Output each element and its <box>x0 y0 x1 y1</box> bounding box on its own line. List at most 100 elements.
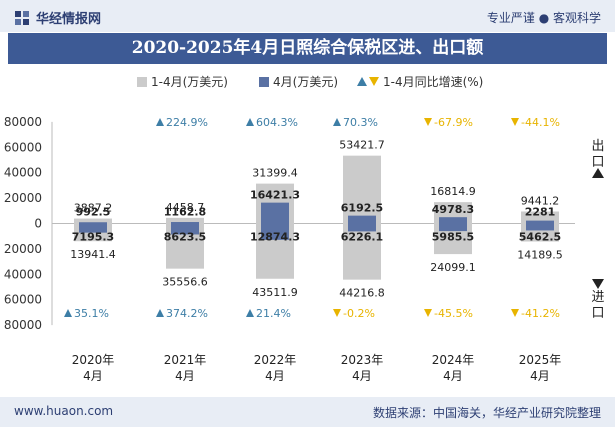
import-side-label-char-2: 口 <box>591 306 604 321</box>
import-yoy-up-icon <box>64 309 72 317</box>
export-april-bar <box>526 220 554 224</box>
export-yoy-up-icon <box>246 118 254 126</box>
export-side-label-char-1: 出 <box>591 139 604 154</box>
y-tick-label: 20000 <box>4 191 42 205</box>
x-tick-label-month: 4月 <box>265 369 285 383</box>
import-cumulative-label: 35556.6 <box>162 276 208 289</box>
import-yoy-down-icon <box>333 309 341 317</box>
x-tick-label-year: 2023年 <box>341 353 384 367</box>
export-yoy-down-icon <box>511 118 519 126</box>
import-cumulative-label: 24099.1 <box>430 261 476 274</box>
import-yoy-down-icon <box>424 309 432 317</box>
import-april-label: 5462.5 <box>519 231 561 244</box>
export-cumulative-label: 9441.2 <box>521 195 560 208</box>
import-yoy-label: 35.1% <box>74 307 109 320</box>
legend-cumulative-swatch <box>137 77 147 87</box>
y-tick-label: 80000 <box>4 115 42 129</box>
import-april-label: 7195.3 <box>72 231 114 244</box>
x-tick-label-year: 2025年 <box>519 353 562 367</box>
export-cumulative-bar <box>521 211 559 224</box>
import-yoy-label: -45.5% <box>434 307 473 320</box>
export-cumulative-label: 53421.7 <box>339 139 385 152</box>
import-cumulative-label: 44216.8 <box>339 287 385 300</box>
y-tick-label: 60000 <box>4 140 42 154</box>
export-yoy-label: 604.3% <box>256 116 298 129</box>
import-april-bar <box>348 223 376 232</box>
export-yoy-up-icon <box>333 118 341 126</box>
import-yoy-label: -41.2% <box>521 307 560 320</box>
export-yoy-down-icon <box>424 118 432 126</box>
export-yoy-label: 224.9% <box>166 116 208 129</box>
y-tick-label: 80000 <box>4 318 42 332</box>
y-tick-label: 20000 <box>4 242 42 256</box>
brand[interactable]: 华经情报网 <box>14 8 101 27</box>
export-april-label: 992.5 <box>76 206 111 219</box>
export-cumulative-bar <box>74 218 112 224</box>
export-april-bar <box>439 217 467 224</box>
import-april-bar <box>79 223 107 233</box>
import-cumulative-label: 43511.9 <box>252 286 298 299</box>
import-yoy-label: 374.2% <box>166 307 208 320</box>
export-yoy-up-icon <box>156 118 164 126</box>
import-yoy-down-icon <box>511 309 519 317</box>
top-bar: 华经情报网 专业严谨 ● 客观科学 <box>0 0 615 32</box>
export-april-label: 2281 <box>525 206 556 219</box>
import-april-label: 8623.5 <box>164 231 206 244</box>
x-tick-label-month: 4月 <box>352 369 372 383</box>
export-side-label-char-2: 口 <box>591 155 604 170</box>
export-cumulative-label: 4458.7 <box>166 201 205 214</box>
import-side-label-char-1: 进 <box>591 290 604 305</box>
legend-april-label: 4月(万美元) <box>273 75 338 89</box>
x-tick-label-year: 2022年 <box>254 353 297 367</box>
import-yoy-up-icon <box>246 309 254 317</box>
import-yoy-label: 21.4% <box>256 307 291 320</box>
data-source: 数据来源：中国海关，华经产业研究院整理 <box>372 406 601 420</box>
export-april-bar <box>171 222 199 224</box>
import-april-label: 6226.1 <box>341 231 383 244</box>
export-direction-arrow-icon <box>592 168 604 178</box>
y-tick-label: 60000 <box>4 293 42 307</box>
export-april-bar <box>79 222 107 224</box>
x-tick-label-month: 4月 <box>175 369 195 383</box>
export-april-label: 4978.3 <box>432 203 474 216</box>
y-tick-label: 0 <box>34 217 42 231</box>
import-cumulative-label: 14189.5 <box>517 249 563 262</box>
legend-yoy-label: 1-4月同比增速(%) <box>383 75 483 89</box>
legend-up-triangle-icon <box>357 77 367 86</box>
tagline: 专业严谨 ● 客观科学 <box>486 11 601 25</box>
chart-title: 2020-2025年4月日照综合保税区进、出口额 <box>8 33 607 64</box>
x-tick-label-year: 2024年 <box>432 353 475 367</box>
export-april-label: 16421.3 <box>250 189 300 202</box>
export-yoy-label: -67.9% <box>434 116 473 129</box>
website-link[interactable]: www.huaon.com <box>14 404 114 418</box>
x-tick-label-month: 4月 <box>83 369 103 383</box>
y-tick-label: 40000 <box>4 267 42 281</box>
import-april-label: 5985.5 <box>432 231 474 244</box>
chart: 1-4月(万美元) 4月(万美元) 1-4月同比增速(%) 80000 60000 400… <box>4 75 605 383</box>
import-april-bar <box>526 223 554 231</box>
import-april-label: 12874.3 <box>250 231 300 244</box>
import-april-bar <box>439 223 467 232</box>
export-cumulative-label: 31399.4 <box>252 167 298 180</box>
x-tick-label-month: 4月 <box>530 369 550 383</box>
footer: www.huaon.com 数据来源：中国海关，华经产业研究院整理 <box>0 397 615 427</box>
import-april-bar <box>261 223 289 240</box>
legend-cumulative-label: 1-4月(万美元) <box>151 75 228 89</box>
export-cumulative-bar <box>343 155 381 224</box>
import-direction-arrow-icon <box>592 279 604 289</box>
x-tick-label-month: 4月 <box>443 369 463 383</box>
x-tick-label-year: 2020年 <box>72 353 115 367</box>
brand-logo-icon <box>15 10 29 25</box>
export-april-label: 1162.8 <box>164 206 206 219</box>
legend-down-triangle-icon <box>369 77 379 86</box>
export-april-bar <box>261 202 289 224</box>
import-cumulative-bar <box>343 223 381 280</box>
export-april-bar <box>348 215 376 224</box>
y-tick-label: 40000 <box>4 166 42 180</box>
import-cumulative-label: 13941.4 <box>70 248 116 261</box>
legend-april-swatch <box>259 77 269 87</box>
export-april-label: 6192.5 <box>341 202 383 215</box>
export-cumulative-bar <box>166 217 204 224</box>
x-tick-label-year: 2021年 <box>164 353 207 367</box>
export-yoy-label: -44.1% <box>521 116 560 129</box>
